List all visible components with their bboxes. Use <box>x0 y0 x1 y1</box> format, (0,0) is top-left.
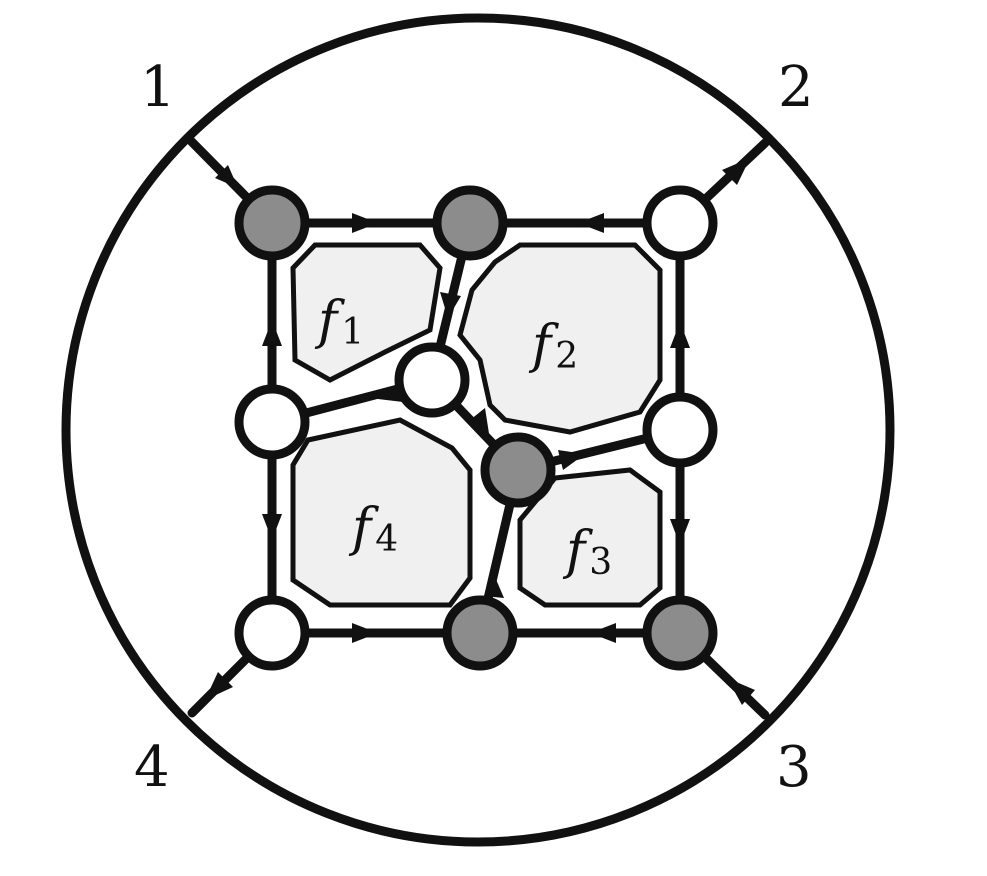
arrow-lower-to-right <box>558 450 585 470</box>
edge-arrows <box>205 158 755 705</box>
arrow-leg-2 <box>722 158 750 185</box>
vertex-white-left <box>234 384 310 460</box>
arrow-top-to-center <box>440 292 461 318</box>
arrow-leg-3 <box>727 678 755 705</box>
arrow-leg-1 <box>215 165 238 188</box>
arrow-bottom-left <box>352 623 378 643</box>
vertex-white-right <box>642 392 718 468</box>
face-regions <box>290 242 663 608</box>
vertex-black-top-middle <box>432 185 508 261</box>
vertex-black-bottom-right <box>642 595 718 671</box>
boundary-label-2: 2 <box>778 55 814 120</box>
vertex-black-top-left <box>234 185 310 261</box>
vertices <box>234 185 718 671</box>
arrow-top-left <box>352 213 378 233</box>
boundary-label-3: 3 <box>776 735 812 800</box>
arrow-left-upper <box>262 320 282 346</box>
vertex-black-bottom-middle <box>442 595 518 671</box>
arrow-lower-to-bottom <box>484 570 504 598</box>
face-region-f2 <box>457 242 663 435</box>
arrow-center-to-lower <box>470 408 490 440</box>
arrow-top-right <box>578 213 604 233</box>
vertex-black-center <box>480 432 556 508</box>
face-region-f4 <box>290 417 473 608</box>
boundary-circle <box>61 13 895 847</box>
arrow-bottom-right <box>590 623 616 643</box>
vertex-white-top-right <box>642 185 718 261</box>
face-region-f3 <box>517 467 663 608</box>
vertex-white-bottom-left <box>234 595 310 671</box>
arrow-left-lower <box>262 514 282 540</box>
boundary-label-1: 1 <box>140 55 176 120</box>
arrow-center-to-left <box>370 384 403 402</box>
arrow-right-upper <box>670 322 690 348</box>
face-region-f1 <box>290 242 443 383</box>
boundary-label-4: 4 <box>134 735 170 800</box>
arrow-leg-4 <box>205 672 233 700</box>
arrow-right-lower <box>670 519 690 545</box>
vertex-white-center <box>394 342 470 418</box>
